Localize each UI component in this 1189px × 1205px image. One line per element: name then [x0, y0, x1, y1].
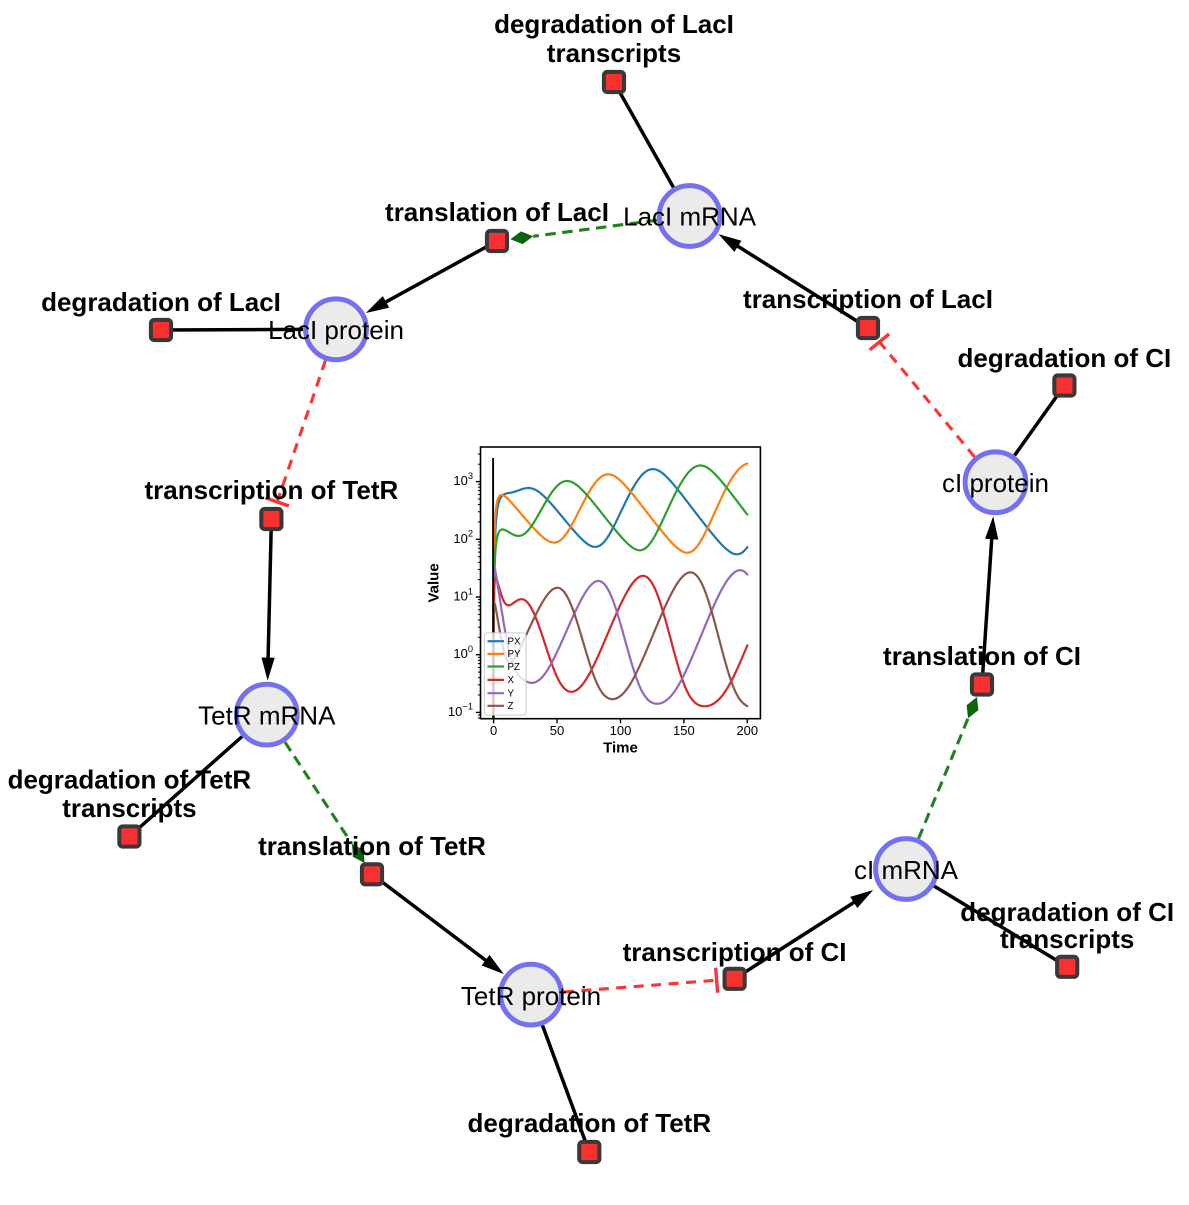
svg-text:X: X — [508, 675, 515, 686]
svg-text:LacI protein: LacI protein — [268, 315, 404, 345]
svg-text:100: 100 — [610, 723, 632, 738]
svg-text:degradation of LacI: degradation of LacI — [41, 287, 281, 317]
svg-text:degradation of LacI: degradation of LacI — [494, 9, 734, 39]
svg-text:translation of TetR: translation of TetR — [258, 831, 486, 861]
svg-text:PZ: PZ — [508, 662, 521, 673]
svg-text:degradation of TetR: degradation of TetR — [467, 1108, 711, 1138]
svg-text:PX: PX — [508, 637, 522, 648]
svg-text:200: 200 — [736, 723, 758, 738]
svg-text:TetR mRNA: TetR mRNA — [198, 701, 336, 731]
svg-text:transcription of LacI: transcription of LacI — [743, 284, 993, 314]
svg-text:Time: Time — [603, 740, 638, 757]
svg-text:0: 0 — [490, 723, 497, 738]
svg-text:Z: Z — [508, 701, 514, 712]
svg-text:translation of CI: translation of CI — [883, 641, 1081, 671]
svg-text:transcription of CI: transcription of CI — [623, 937, 847, 967]
svg-text:Y: Y — [508, 689, 515, 700]
svg-text:50: 50 — [550, 723, 564, 738]
svg-text:translation of LacI: translation of LacI — [385, 197, 609, 227]
svg-text:PY: PY — [508, 649, 522, 660]
svg-text:transcripts: transcripts — [1000, 924, 1134, 954]
svg-text:transcription of TetR: transcription of TetR — [145, 475, 399, 505]
svg-text:degradation of CI: degradation of CI — [960, 897, 1174, 927]
svg-text:transcripts: transcripts — [547, 38, 681, 68]
svg-text:LacI mRNA: LacI mRNA — [623, 202, 757, 232]
svg-text:150: 150 — [673, 723, 695, 738]
svg-text:cI mRNA: cI mRNA — [854, 855, 959, 885]
svg-text:cI protein: cI protein — [942, 468, 1049, 498]
svg-text:transcripts: transcripts — [62, 793, 196, 823]
svg-text:TetR protein: TetR protein — [461, 981, 601, 1011]
svg-text:degradation of TetR: degradation of TetR — [8, 765, 252, 795]
svg-text:Value: Value — [426, 563, 443, 602]
svg-text:degradation of CI: degradation of CI — [958, 343, 1172, 373]
